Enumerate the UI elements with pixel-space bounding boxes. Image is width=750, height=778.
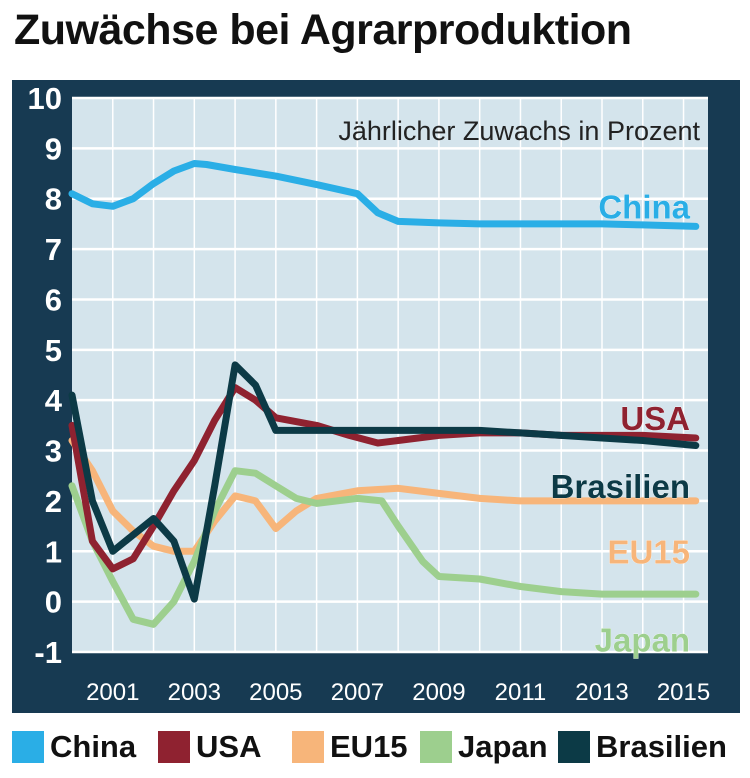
series-annotation-japan: Japan [595, 621, 690, 658]
series-line-china [68, 160, 700, 230]
y-tick-label: 8 [45, 182, 62, 217]
series-annotation-eu15: EU15 [607, 533, 690, 570]
chart-subtitle: Jährlicher Zuwachs in Prozent [338, 116, 700, 146]
y-tick-label: 10 [28, 81, 62, 116]
legend: China USA EU15 Japan Brasilien [0, 727, 750, 767]
y-tick-label: 9 [45, 131, 62, 166]
legend-label-usa: USA [196, 729, 262, 764]
x-tick-label: 2001 [86, 679, 139, 706]
y-tick-label: 4 [45, 383, 63, 418]
legend-swatch-usa [158, 731, 190, 763]
y-tick-label: -1 [34, 635, 62, 670]
y-tick-label: 7 [45, 232, 62, 267]
legend-label-brasilien: Brasilien [596, 729, 727, 764]
legend-swatch-brasilien [558, 731, 590, 763]
x-tick-label: 2009 [412, 679, 465, 706]
legend-label-japan: Japan [458, 729, 548, 764]
chart-title: Zuwächse bei Agrarproduktion [14, 6, 632, 54]
legend-swatch-china [12, 731, 44, 763]
legend-label-china: China [50, 729, 137, 764]
legend-label-eu15: EU15 [330, 729, 408, 764]
x-tick-label: 2011 [495, 679, 547, 706]
x-tick-label: 2015 [657, 679, 710, 706]
series-line-brasilien [68, 361, 700, 603]
series-line-japan [68, 467, 700, 628]
y-tick-label: 5 [45, 333, 62, 368]
x-tick-label: 2003 [168, 679, 221, 706]
y-tick-label: 6 [45, 282, 62, 317]
series-annotation-usa: USA [620, 400, 690, 437]
y-tick-label: 0 [45, 585, 62, 620]
y-tick-label: 3 [45, 434, 62, 469]
y-tick-label: 2 [45, 484, 62, 519]
x-tick-label: 2007 [331, 679, 384, 706]
series-annotation-china: China [598, 188, 690, 225]
legend-swatch-japan [420, 731, 452, 763]
legend-swatch-eu15 [292, 731, 324, 763]
y-tick-label: 1 [45, 534, 62, 569]
x-tick-label: 2013 [575, 679, 628, 706]
x-tick-label: 2005 [249, 679, 302, 706]
series-annotation-brasilien: Brasilien [551, 468, 690, 505]
